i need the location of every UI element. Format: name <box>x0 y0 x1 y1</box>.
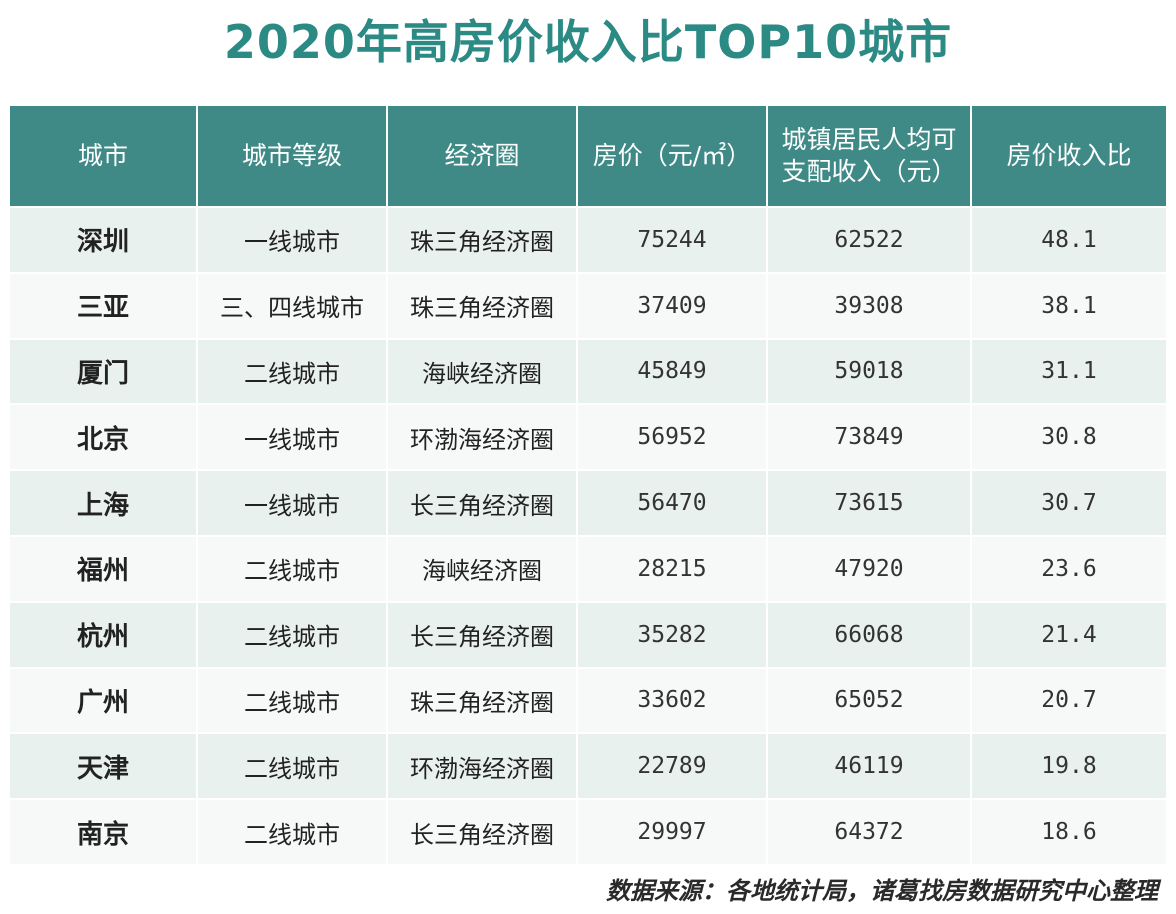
table-row: 上海 一线城市 长三角经济圈 56470 73615 30.7 <box>8 469 1168 537</box>
cell-economic-circle: 环渤海经济圈 <box>386 403 578 472</box>
table-row: 广州 二线城市 珠三角经济圈 33602 65052 20.7 <box>8 666 1168 735</box>
cell-house-price: 56470 <box>576 469 768 537</box>
cell-disposable-income: 46119 <box>766 732 972 801</box>
cell-city-tier: 二线城市 <box>196 534 388 603</box>
cell-city-tier: 二线城市 <box>196 337 388 406</box>
cell-economic-circle: 长三角经济圈 <box>386 600 578 669</box>
column-header-city-tier: 城市等级 <box>196 104 388 208</box>
cell-city: 三亚 <box>8 271 198 340</box>
cell-price-income-ratio: 18.6 <box>970 798 1168 866</box>
table-body: 深圳 一线城市 珠三角经济圈 75244 62522 48.1 三亚 三、四线城市 珠三角经济圈… <box>8 206 1168 866</box>
column-header-disposable-income: 城镇居民人均可支配收入（元） <box>766 104 972 208</box>
cell-house-price: 22789 <box>576 732 768 801</box>
cell-disposable-income: 66068 <box>766 600 972 669</box>
cell-price-income-ratio: 23.6 <box>970 534 1168 603</box>
table-row: 天津 二线城市 环渤海经济圈 22789 46119 19.8 <box>8 732 1168 801</box>
cell-house-price: 45849 <box>576 337 768 406</box>
cell-city-tier: 一线城市 <box>196 206 388 274</box>
cell-economic-circle: 海峡经济圈 <box>386 337 578 406</box>
table-row: 南京 二线城市 长三角经济圈 29997 64372 18.6 <box>8 798 1168 866</box>
table-header-row: 城市 城市等级 经济圈 房价（元/㎡） 城镇居民人均可支配收入（元） 房价收入比 <box>8 104 1168 208</box>
cell-disposable-income: 64372 <box>766 798 972 866</box>
cell-city-tier: 二线城市 <box>196 732 388 801</box>
cell-disposable-income: 59018 <box>766 337 972 406</box>
cell-disposable-income: 47920 <box>766 534 972 603</box>
cell-economic-circle: 珠三角经济圈 <box>386 271 578 340</box>
cell-city-tier: 二线城市 <box>196 798 388 866</box>
cell-economic-circle: 长三角经济圈 <box>386 469 578 537</box>
cell-city-tier: 一线城市 <box>196 469 388 537</box>
table-row: 厦门 二线城市 海峡经济圈 45849 59018 31.1 <box>8 337 1168 406</box>
column-header-city: 城市 <box>8 104 198 208</box>
cell-city: 福州 <box>8 534 198 603</box>
cell-city-tier: 一线城市 <box>196 403 388 472</box>
cell-city: 天津 <box>8 732 198 801</box>
cell-house-price: 75244 <box>576 206 768 274</box>
cell-city: 南京 <box>8 798 198 866</box>
cell-disposable-income: 65052 <box>766 666 972 735</box>
cell-house-price: 35282 <box>576 600 768 669</box>
column-header-economic-circle: 经济圈 <box>386 104 578 208</box>
table-row: 北京 一线城市 环渤海经济圈 56952 73849 30.8 <box>8 403 1168 472</box>
table-row: 福州 二线城市 海峡经济圈 28215 47920 23.6 <box>8 534 1168 603</box>
cell-price-income-ratio: 30.8 <box>970 403 1168 472</box>
page-title: 2020年高房价收入比TOP10城市 <box>223 15 953 69</box>
cell-disposable-income: 39308 <box>766 271 972 340</box>
cell-disposable-income: 73615 <box>766 469 972 537</box>
cell-price-income-ratio: 21.4 <box>970 600 1168 669</box>
cell-economic-circle: 长三角经济圈 <box>386 798 578 866</box>
table-row: 杭州 二线城市 长三角经济圈 35282 66068 21.4 <box>8 600 1168 669</box>
cell-house-price: 29997 <box>576 798 768 866</box>
cell-house-price: 56952 <box>576 403 768 472</box>
cell-house-price: 28215 <box>576 534 768 603</box>
cell-economic-circle: 珠三角经济圈 <box>386 666 578 735</box>
cell-city-tier: 二线城市 <box>196 600 388 669</box>
cell-house-price: 37409 <box>576 271 768 340</box>
cell-price-income-ratio: 48.1 <box>970 206 1168 274</box>
column-header-house-price: 房价（元/㎡） <box>576 104 768 208</box>
cell-economic-circle: 珠三角经济圈 <box>386 206 578 274</box>
cell-economic-circle: 环渤海经济圈 <box>386 732 578 801</box>
table-row: 三亚 三、四线城市 珠三角经济圈 37409 39308 38.1 <box>8 271 1168 340</box>
cell-city: 广州 <box>8 666 198 735</box>
cell-disposable-income: 62522 <box>766 206 972 274</box>
cell-city: 深圳 <box>8 206 198 274</box>
cell-disposable-income: 73849 <box>766 403 972 472</box>
cell-city: 上海 <box>8 469 198 537</box>
cell-price-income-ratio: 30.7 <box>970 469 1168 537</box>
cell-economic-circle: 海峡经济圈 <box>386 534 578 603</box>
cell-price-income-ratio: 20.7 <box>970 666 1168 735</box>
cell-city-tier: 二线城市 <box>196 666 388 735</box>
table-row: 深圳 一线城市 珠三角经济圈 75244 62522 48.1 <box>8 206 1168 274</box>
source-note: 数据来源：各地统计局，诸葛找房数据研究中心整理 <box>606 877 1158 905</box>
cell-price-income-ratio: 31.1 <box>970 337 1168 406</box>
cell-city: 杭州 <box>8 600 198 669</box>
cell-city: 厦门 <box>8 337 198 406</box>
cell-city-tier: 三、四线城市 <box>196 271 388 340</box>
cell-city: 北京 <box>8 403 198 472</box>
column-header-price-income-ratio: 房价收入比 <box>970 104 1168 208</box>
cell-price-income-ratio: 38.1 <box>970 271 1168 340</box>
cell-price-income-ratio: 19.8 <box>970 732 1168 801</box>
cell-house-price: 33602 <box>576 666 768 735</box>
ratio-table: 城市 城市等级 经济圈 房价（元/㎡） 城镇居民人均可支配收入（元） 房价收入比… <box>8 104 1168 866</box>
